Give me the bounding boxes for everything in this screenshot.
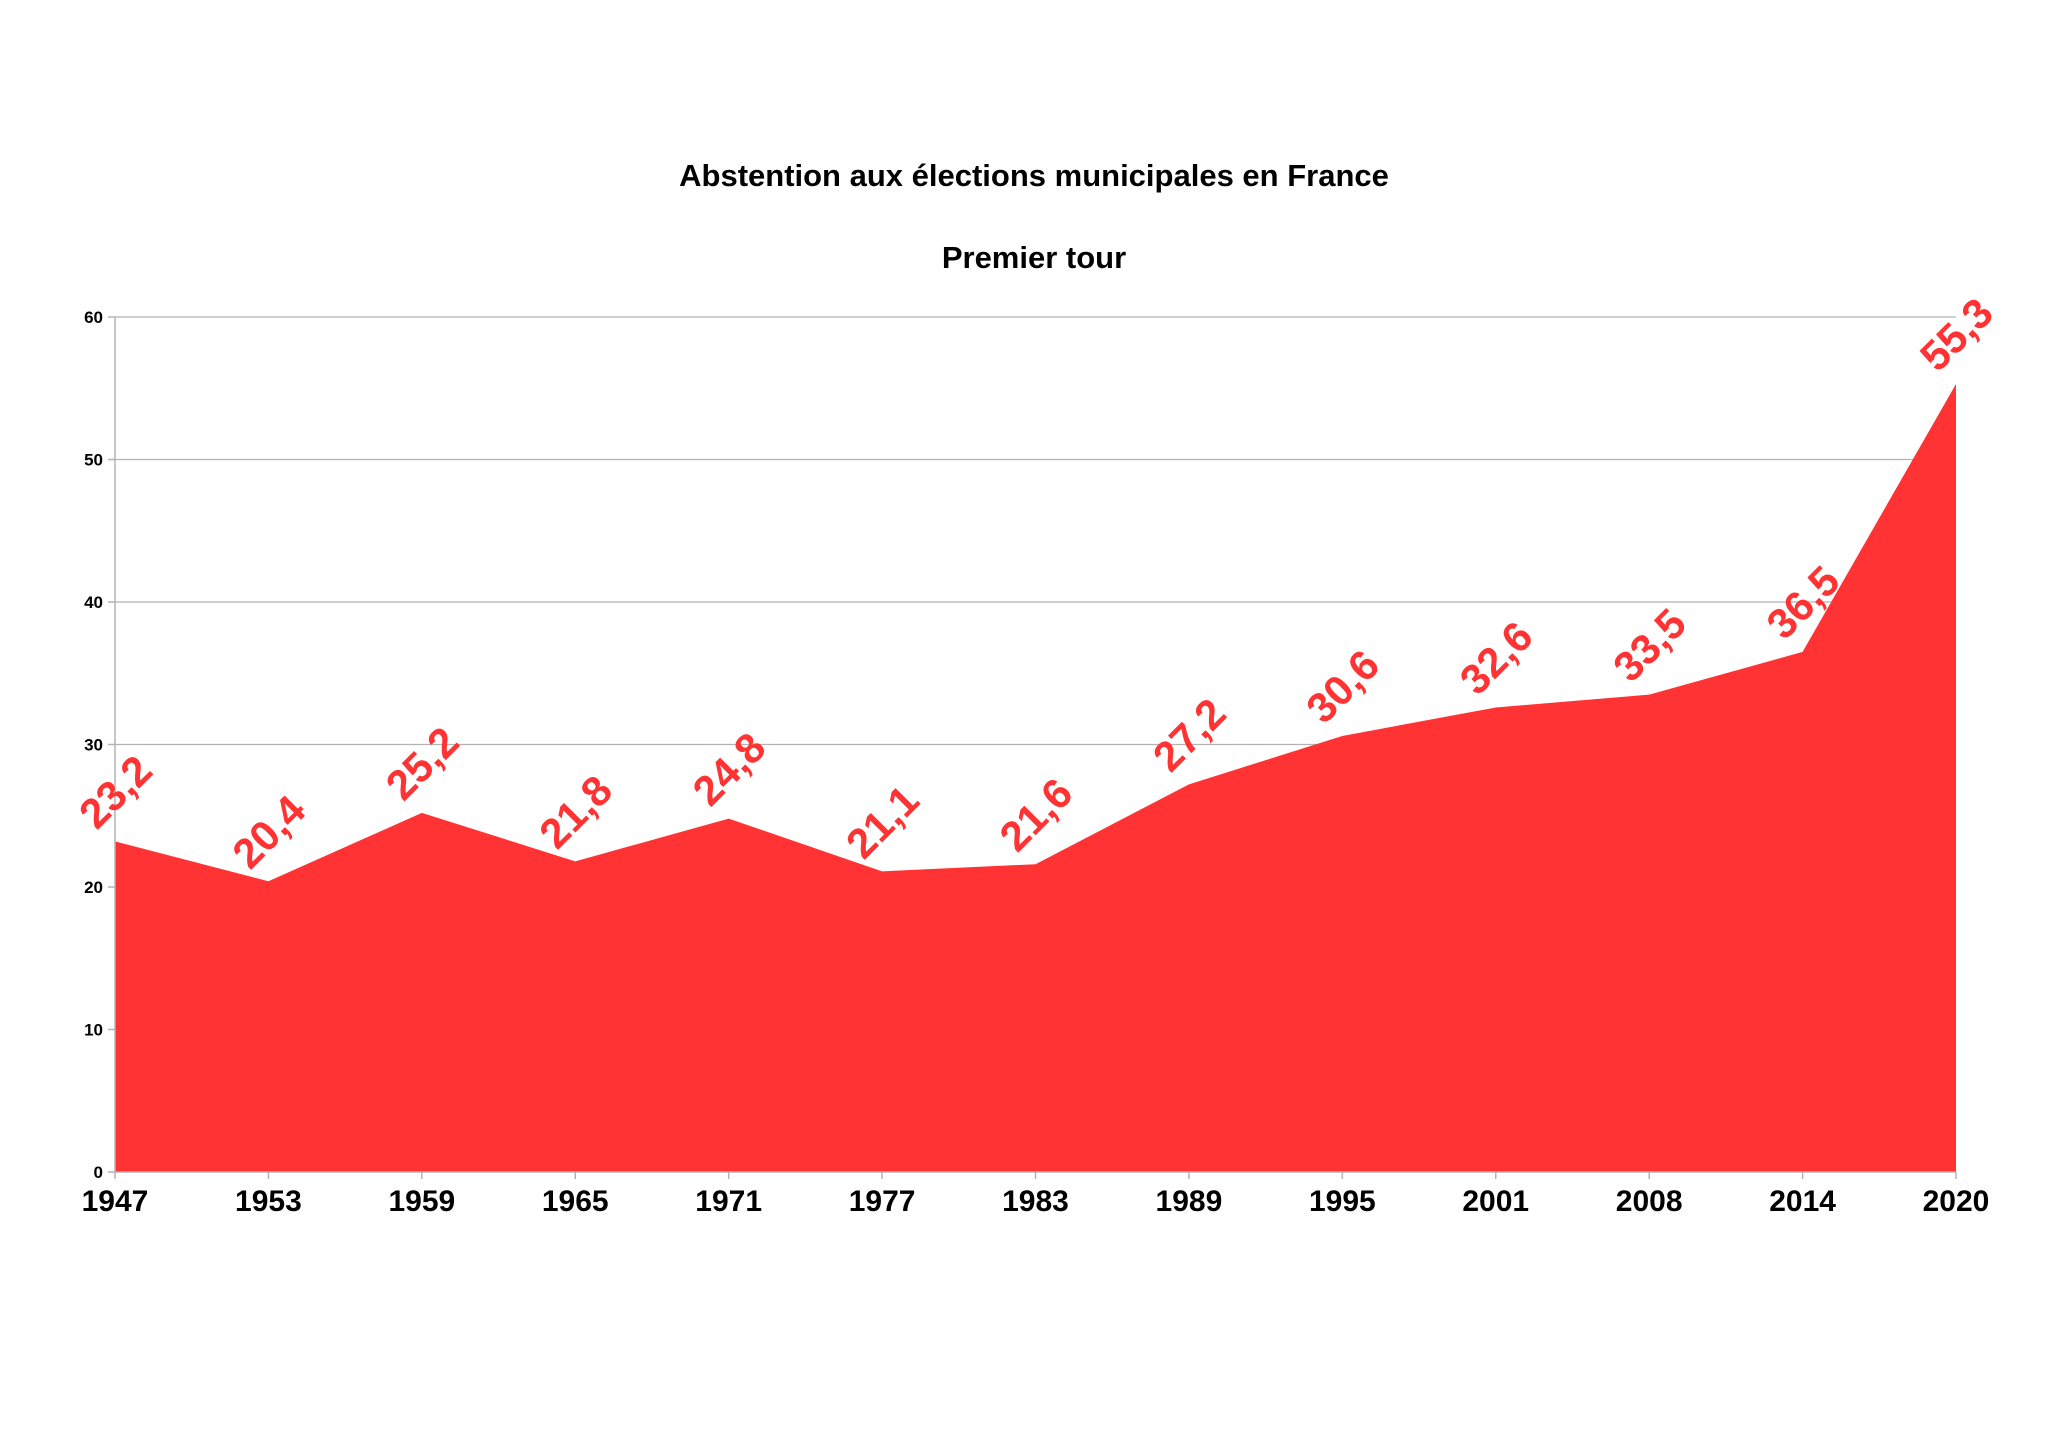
x-tick-label: 2014: [1769, 1185, 1836, 1218]
x-tick-label: 1947: [82, 1185, 149, 1218]
area-fill: [115, 383, 1956, 1173]
x-tick-label: 1971: [695, 1185, 762, 1218]
x-tick-label: 2020: [1923, 1185, 1990, 1218]
chart-title: Abstention aux élections municipales en …: [679, 158, 1389, 193]
x-tick-label: 1959: [388, 1185, 455, 1218]
x-axis-ticks: 1947 1953 1959 1965 1971 1977 1983 1989 1995 2001…: [82, 1172, 1990, 1218]
data-label: 24,8: [684, 723, 775, 814]
x-tick-label: 1989: [1156, 1185, 1223, 1218]
chart-subtitle: Premier tour: [942, 240, 1126, 275]
y-tick-label: 50: [84, 451, 103, 470]
data-label: 32,6: [1451, 612, 1542, 703]
data-label: 25,2: [377, 718, 468, 809]
data-label: 21,6: [990, 769, 1081, 860]
y-axis-ticks: 0 10 20 30 40 50 60: [84, 308, 115, 1182]
x-tick-label: 2001: [1462, 1185, 1529, 1218]
x-tick-label: 1977: [849, 1185, 916, 1218]
data-label: 33,5: [1604, 599, 1695, 690]
y-tick-label: 10: [84, 1021, 103, 1040]
y-tick-label: 0: [94, 1163, 103, 1182]
y-tick-label: 20: [84, 878, 103, 897]
y-tick-label: 60: [84, 308, 103, 327]
data-label: 55,3: [1911, 289, 2002, 380]
x-tick-label: 1965: [542, 1185, 609, 1218]
x-tick-label: 2008: [1616, 1185, 1683, 1218]
x-tick-label: 1953: [235, 1185, 302, 1218]
x-tick-label: 1983: [1002, 1185, 1069, 1218]
y-tick-label: 30: [84, 736, 103, 755]
data-label: 21,8: [530, 766, 621, 857]
area-series: [115, 383, 1956, 1173]
data-label: 27,2: [1144, 689, 1235, 780]
x-tick-label: 1995: [1309, 1185, 1376, 1218]
data-label: 30,6: [1297, 641, 1388, 732]
data-label: 23,2: [70, 746, 161, 837]
data-label: 20,4: [223, 786, 314, 877]
data-label: 21,1: [837, 776, 928, 867]
y-tick-label: 40: [84, 593, 103, 612]
